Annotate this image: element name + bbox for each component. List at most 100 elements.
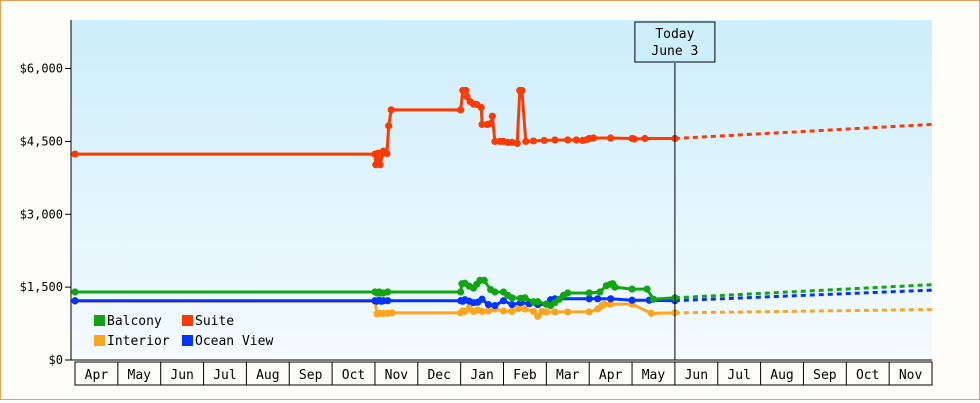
legend-swatch [94, 335, 105, 346]
data-point [521, 305, 529, 313]
data-point [594, 295, 602, 303]
data-point [478, 120, 486, 129]
today-label: Today [655, 27, 694, 42]
data-point [564, 308, 572, 316]
data-point [499, 297, 508, 305]
legend-item-ocean-view: Ocean View [182, 334, 273, 349]
data-point [630, 135, 638, 143]
legend-item-balcony: Balcony [94, 314, 162, 329]
x-tick-label: Jun [685, 368, 708, 383]
data-point [508, 307, 516, 316]
data-point [522, 137, 530, 146]
data-point [388, 309, 396, 317]
x-tick-label: Sep [299, 368, 323, 383]
legend-label: Balcony [107, 314, 162, 329]
data-point [514, 304, 523, 313]
data-point [564, 136, 572, 144]
x-tick-label: May [128, 368, 152, 383]
data-point [572, 136, 580, 144]
data-point [611, 283, 619, 291]
data-point [457, 288, 465, 296]
projection-line [674, 308, 933, 315]
data-point [596, 288, 604, 296]
data-point [384, 297, 392, 305]
legend: Balcony Suite Interior Ocean View [94, 314, 273, 349]
x-tick-label: Nov [385, 368, 409, 383]
x-tick-label: Jul [727, 368, 750, 383]
today-date: June 3 [651, 44, 698, 59]
data-point [491, 288, 499, 296]
x-tick-label: Jun [170, 368, 193, 383]
data-point [491, 302, 499, 310]
data-point [540, 136, 548, 145]
x-tick-label: Sep [813, 368, 837, 383]
data-point [529, 137, 538, 145]
data-point [589, 134, 598, 142]
data-point [484, 301, 493, 309]
y-tick-label: $0 [49, 353, 63, 367]
data-point [383, 149, 391, 158]
data-point [499, 307, 508, 315]
data-point [628, 296, 636, 304]
data-point [478, 295, 486, 303]
data-point [585, 289, 593, 297]
data-point [551, 136, 559, 144]
x-tick-label: Nov [899, 368, 923, 383]
data-point [542, 308, 550, 316]
data-point [513, 139, 521, 147]
legend-item-suite: Suite [182, 314, 234, 329]
data-point [71, 288, 79, 296]
x-tick-label: Jul [213, 368, 236, 383]
legend-label: Interior [107, 334, 170, 349]
projection-line [674, 122, 933, 140]
data-point [376, 161, 384, 169]
y-tick-label: $6,000 [20, 62, 63, 76]
data-point [387, 106, 395, 114]
data-point [585, 295, 593, 303]
data-point [488, 112, 496, 120]
y-tick-label: $3,000 [20, 207, 63, 221]
data-point [385, 122, 393, 130]
y-axis: $0 $1,500 $3,000 $4,500 $6,000 [20, 20, 72, 367]
data-point [529, 307, 538, 316]
legend-swatch [94, 315, 105, 326]
x-tick-label: Apr [85, 368, 109, 383]
data-point [508, 294, 516, 302]
data-point [607, 134, 615, 142]
data-point [649, 295, 658, 303]
legend-swatch [182, 335, 193, 346]
data-point [643, 285, 651, 293]
x-axis: Apr May Jun Jul Aug Sep Oct Nov Dec Jan Feb Mar Apr M… [71, 359, 933, 386]
data-point [508, 301, 516, 309]
data-point [585, 308, 593, 316]
x-tick-label: Aug [256, 368, 279, 383]
legend-label: Suite [195, 314, 234, 329]
projection-line [674, 288, 933, 303]
data-point [491, 137, 499, 146]
data-point [384, 288, 392, 296]
data-point [564, 289, 572, 297]
x-tick-label: Feb [513, 368, 537, 383]
x-tick-label: May [642, 368, 666, 383]
x-tick-label: Jan [470, 368, 493, 383]
data-point [607, 300, 615, 308]
legend-label: Ocean View [195, 334, 273, 349]
data-point [71, 297, 79, 305]
legend-swatch [182, 315, 193, 326]
data-point [600, 300, 608, 308]
x-tick-label: Oct [856, 368, 879, 383]
legend-item-interior: Interior [94, 334, 170, 349]
x-tick-label: Oct [342, 368, 365, 383]
data-point [457, 106, 465, 114]
data-point [71, 150, 79, 158]
data-point [641, 134, 649, 143]
today-marker: Today June 3 [634, 21, 716, 360]
data-point [534, 298, 542, 306]
y-tick-label: $4,500 [20, 134, 63, 148]
series-balcony [71, 276, 933, 310]
data-point [551, 308, 559, 316]
today-box [634, 21, 716, 63]
data-point [462, 86, 470, 95]
